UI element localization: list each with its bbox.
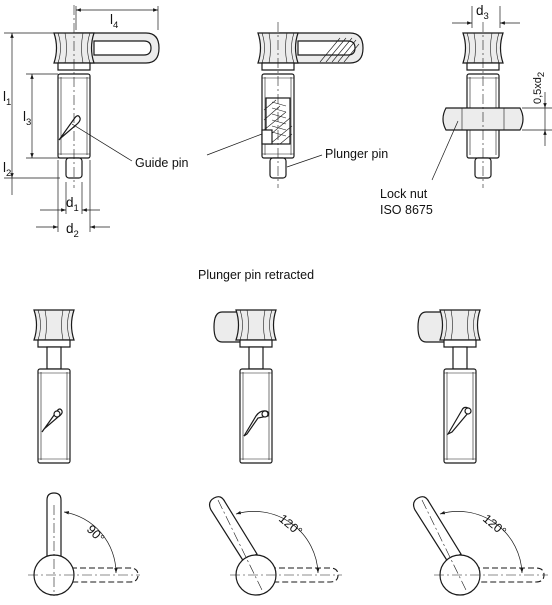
angle-view-120-b: 120° [412,496,548,596]
angle-label-1: 90° [84,522,107,545]
dim-d2: d2 [66,221,79,240]
dim-l3: l3 [23,109,31,128]
angle-label-3: 120° [480,512,509,539]
guide-pin-leader [71,123,133,162]
section-title: Plunger pin retracted [198,268,314,282]
dim-d1: d1 [66,195,79,214]
guide-pin-slot [58,115,81,141]
section-view [257,22,364,188]
retracted-view-1 [33,309,75,464]
dim-l1: l1 [3,89,11,108]
dim-thread-length: 0,5xd2 [532,72,547,104]
dim-d3: d3 [476,3,489,22]
plunger-pin-leader [286,154,323,168]
lock-nut-standard: ISO 8675 [380,203,433,217]
side-view [442,22,524,188]
plunger-pin-label: Plunger pin [325,147,388,161]
angle-view-90: 90° [28,492,140,596]
dim-l2: l2 [3,160,11,179]
retracted-view-3 [417,309,481,464]
dimension-lines [4,6,552,232]
dim-l4: l4 [110,12,118,31]
guide-pin-leader-2 [206,133,263,156]
guide-pin-label: Guide pin [135,156,189,170]
angle-view-120-a: 120° [208,496,342,596]
front-view [53,5,160,188]
lock-nut-leader [431,120,459,181]
angle-label-2: 120° [276,512,305,539]
retracted-view-2 [213,309,277,464]
lock-nut-label: Lock nut [380,187,428,201]
